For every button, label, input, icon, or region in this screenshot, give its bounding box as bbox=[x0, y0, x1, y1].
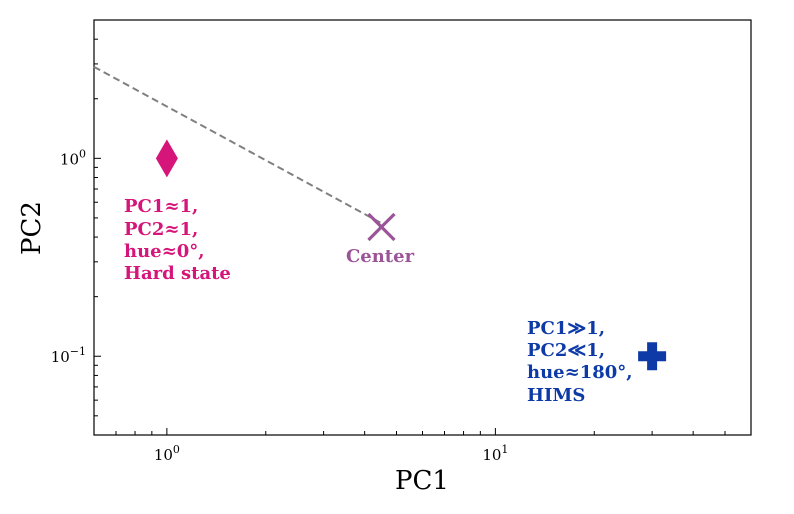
center-annotation: Center bbox=[346, 246, 415, 267]
y-tick-label-0: 100 bbox=[60, 147, 86, 168]
hims-annotation: PC1≫1, PC2≪1, hue≈180°, HIMS bbox=[527, 318, 639, 406]
x-tick-label-1: 101 bbox=[482, 443, 508, 464]
y-axis-label: PC2 bbox=[17, 201, 47, 255]
hard-state-annotation: PC1≈1, PC2≈1, hue≈0°, Hard state bbox=[124, 196, 231, 284]
x-axis-label: PC1 bbox=[395, 466, 449, 496]
y-tick-label-1: 10−1 bbox=[51, 345, 86, 366]
hard-state-marker bbox=[155, 139, 178, 178]
x-tick-label-0: 100 bbox=[154, 443, 180, 464]
hims-marker bbox=[638, 342, 667, 371]
center-marker bbox=[367, 212, 396, 242]
minor-ticks bbox=[93, 19, 752, 436]
major-ticks bbox=[94, 157, 496, 435]
